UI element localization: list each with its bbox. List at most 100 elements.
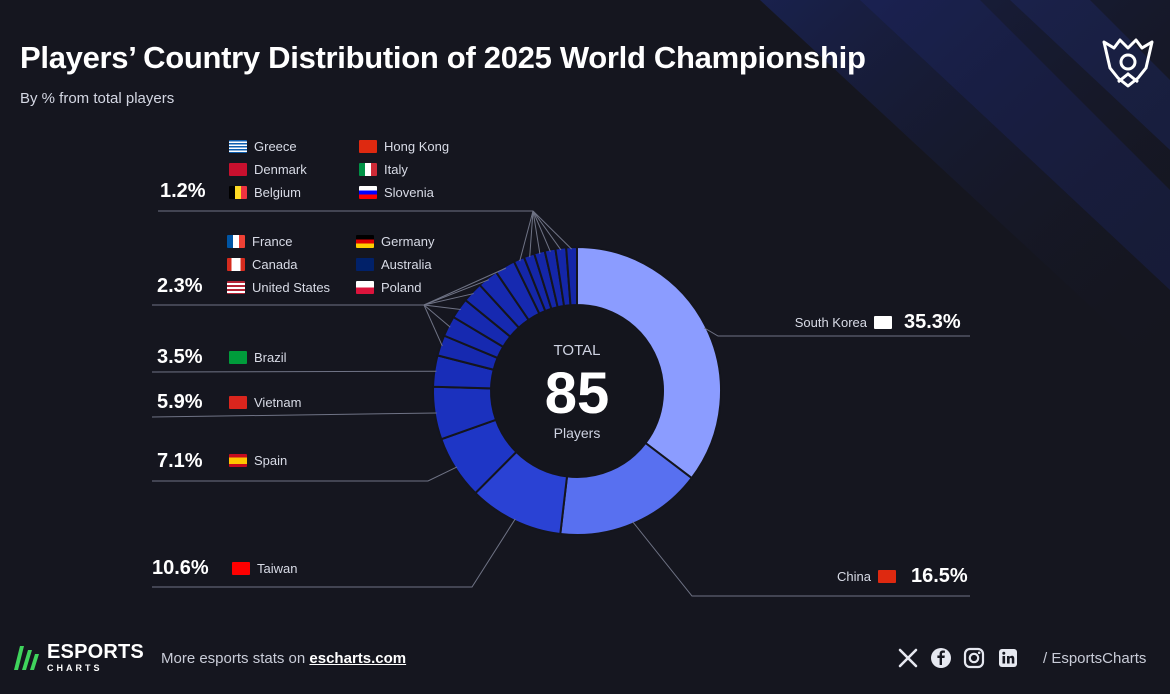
flag-slovenia-icon [359, 186, 377, 199]
leader-line-greece [519, 210, 534, 262]
pct-label-brazil: 3.5% [157, 346, 203, 368]
esports-charts-logo-icon [14, 646, 39, 670]
country-label-canada: Canada [227, 257, 298, 272]
flag-poland-icon [356, 281, 374, 294]
flag-hong-kong-icon [359, 140, 377, 153]
logo-wordmark: ESPORTS CHARTS [47, 642, 144, 673]
chart-title: Players’ Country Distribution of 2025 Wo… [20, 40, 866, 75]
country-label-taiwan: Taiwan [232, 561, 297, 576]
country-name: Belgium [254, 185, 301, 200]
leader-line-germany [423, 293, 474, 306]
center-players-label: Players [553, 425, 601, 441]
facebook-icon[interactable] [930, 647, 952, 669]
instagram-icon[interactable] [963, 647, 985, 669]
country-label-belgium: Belgium [229, 185, 301, 200]
center-total-label: TOTAL [553, 342, 601, 359]
flag-denmark-icon [229, 163, 247, 176]
leader-line-vietnam [151, 412, 437, 418]
worlds-trophy-icon [1102, 38, 1154, 88]
esports-charts-logo[interactable]: ESPORTS CHARTS [10, 640, 144, 674]
logo-brand-sub: CHARTS [47, 662, 103, 673]
center-total-value: 85 [544, 361, 610, 426]
country-name: France [252, 234, 293, 249]
leader-line-poland [423, 267, 507, 306]
country-label-vietnam: Vietnam [229, 395, 301, 410]
flag-vietnam-icon [229, 396, 247, 409]
country-name: Denmark [254, 162, 307, 177]
social-handle: / EsportsCharts [1043, 650, 1147, 667]
flag-united-states-icon [227, 281, 245, 294]
country-name: China [837, 569, 871, 584]
country-name: Brazil [254, 350, 287, 365]
escharts-link[interactable]: escharts.com [309, 650, 407, 667]
country-label-spain: Spain [229, 453, 287, 468]
country-name: Hong Kong [384, 139, 450, 154]
flag-canada-icon [227, 258, 245, 271]
leader-line-canada [423, 304, 451, 328]
country-label-australia: Australia [356, 257, 432, 272]
country-label-brazil: Brazil [229, 350, 287, 365]
leader-line-spain [152, 466, 458, 482]
leader-line-brazil [151, 370, 437, 373]
country-name: Greece [254, 139, 297, 154]
flag-china-icon [878, 570, 896, 583]
country-name: South Korea [794, 315, 867, 330]
country-label-south-korea: South Korea [795, 315, 892, 330]
country-name: Spain [254, 453, 288, 468]
flag-taiwan-icon [232, 562, 250, 575]
flag-belgium-icon [229, 186, 247, 199]
pct-label-taiwan: 10.6% [152, 557, 209, 579]
linkedin-icon[interactable] [997, 647, 1019, 669]
pct-label-group-2-3: 2.3% [157, 275, 203, 297]
leader-line-italy [532, 210, 562, 251]
footer-promo: More esports stats on escharts.com [161, 650, 406, 667]
country-name: Poland [381, 280, 422, 295]
country-name: Slovenia [384, 185, 434, 200]
pct-label-spain: 7.1% [157, 450, 203, 472]
leader-line-denmark [529, 210, 534, 258]
country-label-greece: Greece [229, 139, 297, 154]
country-name: Taiwan [257, 561, 298, 576]
leader-line-hong-kong [532, 210, 551, 252]
country-label-hong-kong: Hong Kong [359, 139, 449, 154]
chart-subtitle: By % from total players [20, 90, 175, 107]
x-icon[interactable] [897, 647, 919, 669]
country-name: Italy [384, 162, 408, 177]
country-label-germany: Germany [356, 234, 434, 249]
donut-hole [491, 305, 663, 477]
leader-line-slovenia [532, 210, 572, 250]
country-label-china: China [837, 569, 896, 584]
leader-line-belgium [532, 210, 541, 255]
logo-brand-main: ESPORTS [47, 640, 144, 663]
country-label-united-states: United States [227, 280, 330, 295]
country-name: Canada [252, 257, 298, 272]
flag-australia-icon [356, 258, 374, 271]
pct-label-china: 16.5% [911, 565, 968, 587]
pct-label-group-1-2: 1.2% [160, 180, 206, 202]
flag-germany-icon [356, 235, 374, 248]
flag-spain-icon [229, 454, 247, 467]
country-label-slovenia: Slovenia [359, 185, 434, 200]
leader-line-france [423, 304, 443, 347]
country-label-denmark: Denmark [229, 162, 307, 177]
leader-line-taiwan [152, 518, 516, 588]
leader-line-australia [423, 279, 490, 306]
flag-france-icon [227, 235, 245, 248]
country-name: Germany [381, 234, 435, 249]
country-name: United States [252, 280, 331, 295]
country-name: Australia [381, 257, 432, 272]
flag-brazil-icon [229, 351, 247, 364]
leader-line-south-korea [703, 327, 970, 337]
flag-south-korea-icon [874, 316, 892, 329]
country-label-italy: Italy [359, 162, 408, 177]
leader-line-united-states [423, 304, 461, 310]
flag-italy-icon [359, 163, 377, 176]
pct-label-vietnam: 5.9% [157, 391, 203, 413]
country-label-poland: Poland [356, 280, 421, 295]
pct-label-south-korea: 35.3% [904, 311, 961, 333]
footer-more-text: More esports stats on [161, 650, 310, 667]
country-label-france: France [227, 234, 292, 249]
country-name: Vietnam [254, 395, 302, 410]
